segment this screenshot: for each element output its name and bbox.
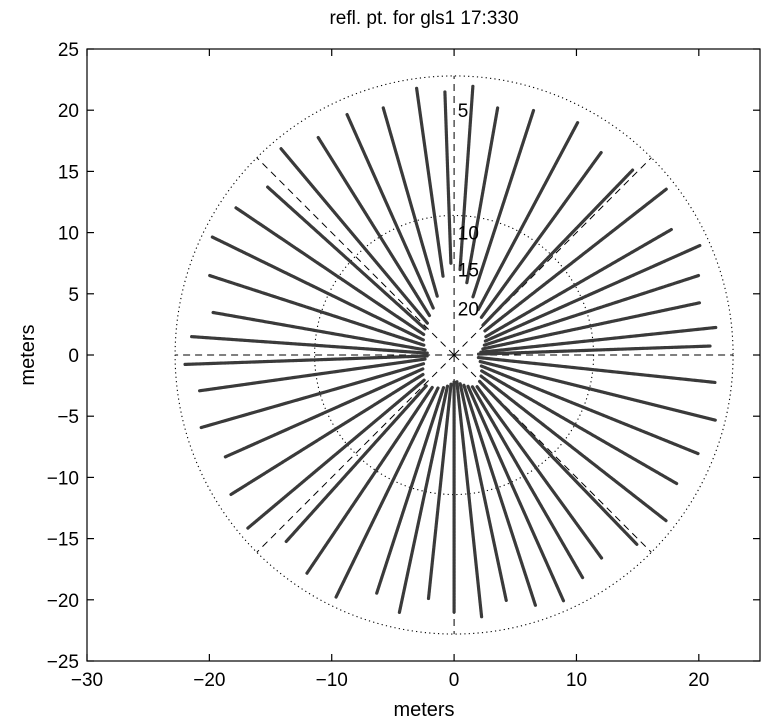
polar-spoke-135 — [256, 157, 455, 356]
reflection-track-2 — [481, 301, 702, 351]
y-tick-label-5: 0 — [68, 346, 79, 367]
reflection-track-44 — [477, 379, 639, 546]
y-tick-label-3: −10 — [47, 468, 79, 489]
reflection-track-19 — [266, 185, 427, 331]
y-tick-label-2: −15 — [47, 530, 79, 551]
reflection-track-33 — [334, 386, 440, 599]
reflection-track-38 — [455, 380, 484, 619]
reflection-points — [183, 84, 718, 619]
y-tick-label-1: −20 — [47, 591, 79, 612]
chart-title: refl. pt. for gls1 17:330 — [329, 8, 518, 29]
reflection-track-43 — [475, 385, 604, 560]
reflection-track-9 — [476, 121, 580, 312]
reflection-track-3 — [482, 273, 701, 347]
polar-spoke-45 — [453, 157, 652, 356]
reflection-track-20 — [234, 206, 426, 337]
reflection-track-1 — [479, 325, 718, 354]
y-tick-label-9: 20 — [58, 101, 79, 122]
polar-ring-1 — [314, 214, 595, 496]
ring-label-0: 5 — [458, 101, 469, 122]
reflection-track-48 — [478, 359, 717, 422]
polar-spoke-315 — [453, 354, 652, 553]
reflection-track-21 — [210, 235, 425, 342]
reflection-track-41 — [466, 384, 566, 603]
y-tick-label-0: −25 — [47, 652, 79, 673]
reflection-track-32 — [305, 385, 434, 575]
reflection-track-28 — [223, 367, 425, 459]
ring-labels: 5 10 15 20 — [458, 101, 479, 320]
reflection-track-0 — [476, 344, 713, 356]
x-axis-ticks: −30 −20 −10 0 10 20 — [71, 49, 709, 691]
ring-label-1: 10 — [458, 224, 479, 245]
reflection-track-47 — [479, 364, 700, 456]
reflection-track-12 — [458, 84, 475, 272]
reflection-track-18 — [279, 147, 429, 325]
reflection-track-46 — [480, 369, 679, 486]
y-tick-label-6: 5 — [68, 285, 79, 306]
reflection-track-8 — [479, 150, 604, 319]
reflection-track-22 — [208, 273, 426, 347]
reflection-track-49 — [476, 355, 718, 385]
reflection-track-40 — [462, 383, 537, 607]
reflection-track-29 — [229, 372, 425, 497]
x-tick-label-4: 10 — [566, 670, 587, 691]
reflection-track-25 — [183, 354, 429, 366]
y-tick-label-7: 10 — [58, 224, 79, 245]
reflection-track-34 — [374, 385, 446, 596]
polar-spoke-225 — [256, 354, 455, 553]
y-tick-label-4: −5 — [57, 407, 79, 428]
reflection-track-27 — [199, 362, 426, 430]
x-axis-title: meters — [393, 699, 454, 721]
reflection-track-39 — [458, 382, 508, 603]
reflection-track-11 — [465, 106, 500, 285]
x-tick-label-3: 0 — [449, 670, 460, 691]
reflection-track-45 — [479, 374, 668, 523]
reflection-track-35 — [397, 384, 450, 615]
x-tick-label-2: −10 — [316, 670, 348, 691]
reflection-track-26 — [198, 357, 427, 393]
ring-label-3: 20 — [458, 299, 479, 320]
reflection-track-10 — [471, 108, 536, 299]
reflection-track-17 — [316, 135, 432, 318]
reflection-track-7 — [481, 168, 635, 327]
x-tick-label-0: −30 — [71, 670, 103, 691]
reflection-track-14 — [415, 86, 445, 278]
reflection-track-42 — [470, 385, 585, 580]
reflection-track-13 — [443, 90, 453, 265]
reflection-track-6 — [483, 187, 668, 333]
reflection-track-24 — [190, 335, 429, 355]
reflection-track-23 — [211, 310, 427, 352]
reflection-track-36 — [426, 382, 453, 601]
reflection-track-31 — [284, 384, 428, 544]
reflection-track-16 — [345, 112, 435, 310]
reflection-track-5 — [484, 227, 673, 339]
x-tick-label-1: −20 — [193, 670, 225, 691]
y-tick-label-8: 15 — [58, 162, 79, 183]
reflection-track-4 — [483, 243, 702, 343]
reflection-track-30 — [246, 378, 426, 530]
reflection-track-15 — [381, 106, 439, 298]
y-axis-title: meters — [17, 324, 39, 385]
ring-label-2: 15 — [458, 260, 479, 281]
y-tick-label-10: 25 — [58, 40, 79, 61]
y-axis-ticks: −25 −20 −15 −10 −5 0 5 10 15 20 25 — [47, 40, 760, 673]
x-tick-label-5: 20 — [688, 670, 709, 691]
